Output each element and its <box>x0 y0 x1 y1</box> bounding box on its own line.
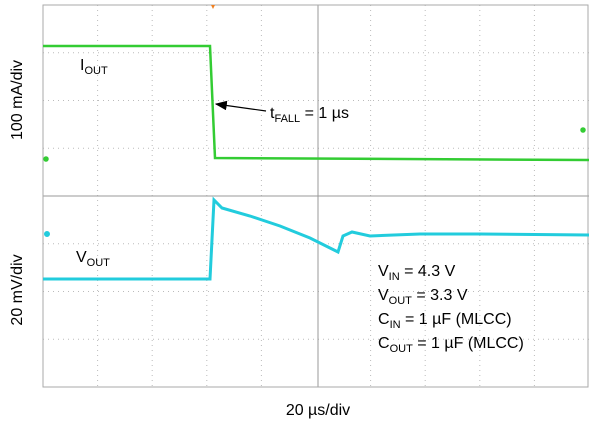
value: = 4.3 V <box>400 263 456 280</box>
value: = 1 µF (MLCC) <box>413 335 524 352</box>
subscript: OUT <box>390 343 414 355</box>
subscript: OUT <box>389 295 413 307</box>
symbol: C <box>378 335 390 352</box>
bottom-scale: 20 mV/div <box>9 254 26 325</box>
condition-line: CIN = 1 µF (MLCC) <box>378 311 512 331</box>
fall-arrow <box>214 100 267 112</box>
grid <box>42 4 589 388</box>
symbol: C <box>378 311 390 328</box>
time-scale: 20 µs/div <box>286 402 350 419</box>
trigger-marker <box>211 5 215 9</box>
fall-note: tFALL = 1 µs <box>270 105 349 125</box>
subscript: IN <box>389 271 400 283</box>
condition-line: COUT = 1 µF (MLCC) <box>378 335 524 355</box>
symbol: V <box>378 263 389 280</box>
value: = 1 µF (MLCC) <box>401 311 512 328</box>
current-label: IOUT <box>80 57 108 77</box>
value: = 3.3 V <box>412 287 468 304</box>
condition-line: VIN = 4.3 V <box>378 263 456 283</box>
subscript: IN <box>390 319 401 331</box>
top-scale: 100 mA/div <box>9 60 26 140</box>
voltage-trace <box>43 196 589 281</box>
condition-line: VOUT = 3.3 V <box>378 287 468 307</box>
current-trace <box>43 44 589 162</box>
symbol: V <box>378 287 389 304</box>
voltage-label: VOUT <box>76 249 110 269</box>
